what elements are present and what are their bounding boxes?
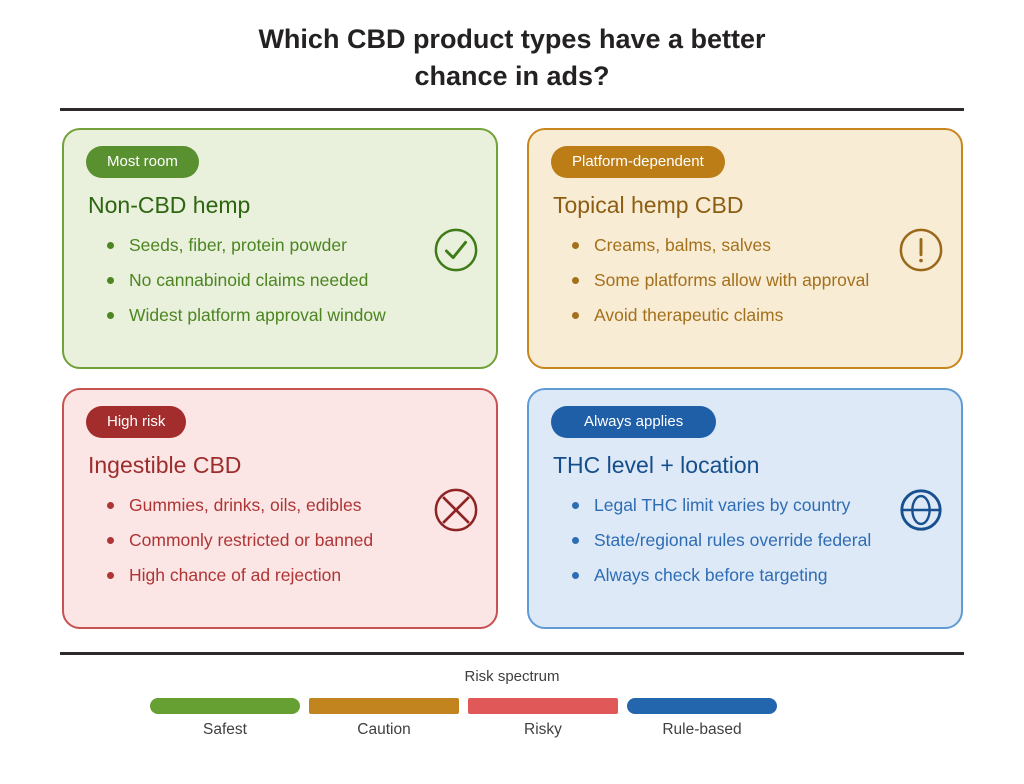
card-ingestible-cbd: High risk Ingestible CBD Gummies, drinks…: [62, 388, 498, 629]
bullet-item: Avoid therapeutic claims: [553, 298, 869, 333]
page-title-line1: Which CBD product types have a better: [258, 24, 766, 54]
bullet-text: Gummies, drinks, oils, edibles: [129, 495, 362, 515]
bullet-dot-icon: [572, 502, 579, 509]
check-circle-icon: [433, 227, 479, 273]
bullet-item: Seeds, fiber, protein powder: [88, 228, 386, 263]
risk-badge: Most room: [86, 146, 199, 178]
bullet-text: Always check before targeting: [594, 565, 828, 585]
legend-label: Safest: [203, 721, 247, 738]
globe-icon: [898, 487, 944, 533]
bullet-dot-icon: [107, 502, 114, 509]
risk-badge: Always applies: [551, 406, 717, 438]
bullet-item: Commonly restricted or banned: [88, 523, 373, 558]
bullet-list: Creams, balms, salves Some platforms all…: [553, 228, 869, 333]
legend-bar-safest: [150, 698, 300, 714]
legend-bar-caution: [309, 698, 459, 714]
bullet-dot-icon: [572, 277, 579, 284]
bullet-text: Widest platform approval window: [129, 305, 386, 325]
bullet-dot-icon: [107, 242, 114, 249]
legend-label: Risky: [524, 721, 562, 738]
legend-bar-rule-based: [627, 698, 777, 714]
risk-spectrum-legend: Safest Caution Risky Rule-based: [150, 698, 777, 739]
bullet-dot-icon: [107, 572, 114, 579]
bullet-dot-icon: [572, 537, 579, 544]
legend-label: Caution: [357, 721, 411, 738]
bullet-item: Gummies, drinks, oils, edibles: [88, 488, 373, 523]
bullet-list: Seeds, fiber, protein powder No cannabin…: [88, 228, 386, 333]
bullet-item: Some platforms allow with approval: [553, 263, 869, 298]
card-title: Topical hemp CBD: [553, 192, 744, 218]
bullet-text: State/regional rules override federal: [594, 530, 872, 550]
bullet-text: Seeds, fiber, protein powder: [129, 235, 347, 255]
card-non-cbd-hemp: Most room Non-CBD hemp Seeds, fiber, pro…: [62, 128, 498, 369]
bullet-dot-icon: [572, 312, 579, 319]
bullet-item: Creams, balms, salves: [553, 228, 869, 263]
bullet-text: Some platforms allow with approval: [594, 270, 870, 290]
card-thc-level-location: Always applies THC level + location Lega…: [527, 388, 963, 629]
bullet-text: Commonly restricted or banned: [129, 530, 374, 550]
bullet-dot-icon: [572, 572, 579, 579]
card-title: THC level + location: [553, 452, 760, 478]
divider-top: [60, 108, 964, 111]
card-title: Ingestible CBD: [88, 452, 242, 478]
bullet-list: Gummies, drinks, oils, edibles Commonly …: [88, 488, 373, 593]
risk-badge: Platform-dependent: [551, 146, 725, 178]
bullet-dot-icon: [107, 277, 114, 284]
legend-item-caution: Caution: [309, 698, 459, 739]
legend-item-risky: Risky: [468, 698, 618, 739]
page-title-line2: chance in ads?: [414, 61, 610, 91]
legend-bar-risky: [468, 698, 618, 714]
legend-item-safest: Safest: [150, 698, 300, 739]
card-topical-hemp-cbd: Platform-dependent Topical hemp CBD Crea…: [527, 128, 963, 369]
legend-item-rule-based: Rule-based: [627, 698, 777, 739]
bullet-item: Widest platform approval window: [88, 298, 386, 333]
bullet-dot-icon: [572, 242, 579, 249]
bullet-item: Legal THC limit varies by country: [553, 488, 871, 523]
bullet-text: No cannabinoid claims needed: [129, 270, 369, 290]
bullet-text: Avoid therapeutic claims: [594, 305, 784, 325]
risk-badge: High risk: [86, 406, 187, 438]
bullet-item: No cannabinoid claims needed: [88, 263, 386, 298]
bullet-item: Always check before targeting: [553, 558, 871, 593]
bullet-item: High chance of ad rejection: [88, 558, 373, 593]
bullet-text: Legal THC limit varies by country: [594, 495, 851, 515]
x-circle-icon: [433, 487, 479, 533]
bullet-dot-icon: [107, 537, 114, 544]
exclamation-circle-icon: [898, 227, 944, 273]
bullet-text: High chance of ad rejection: [129, 565, 342, 585]
divider-bottom: [60, 652, 964, 655]
bullet-text: Creams, balms, salves: [594, 235, 771, 255]
page-title: Which CBD product types have a better ch…: [0, 21, 1024, 95]
bullet-dot-icon: [107, 312, 114, 319]
legend-label: Rule-based: [662, 721, 742, 738]
bullet-item: State/regional rules override federal: [553, 523, 871, 558]
bullet-list: Legal THC limit varies by country State/…: [553, 488, 871, 593]
legend-title: Risk spectrum: [464, 668, 560, 685]
card-title: Non-CBD hemp: [88, 192, 251, 218]
